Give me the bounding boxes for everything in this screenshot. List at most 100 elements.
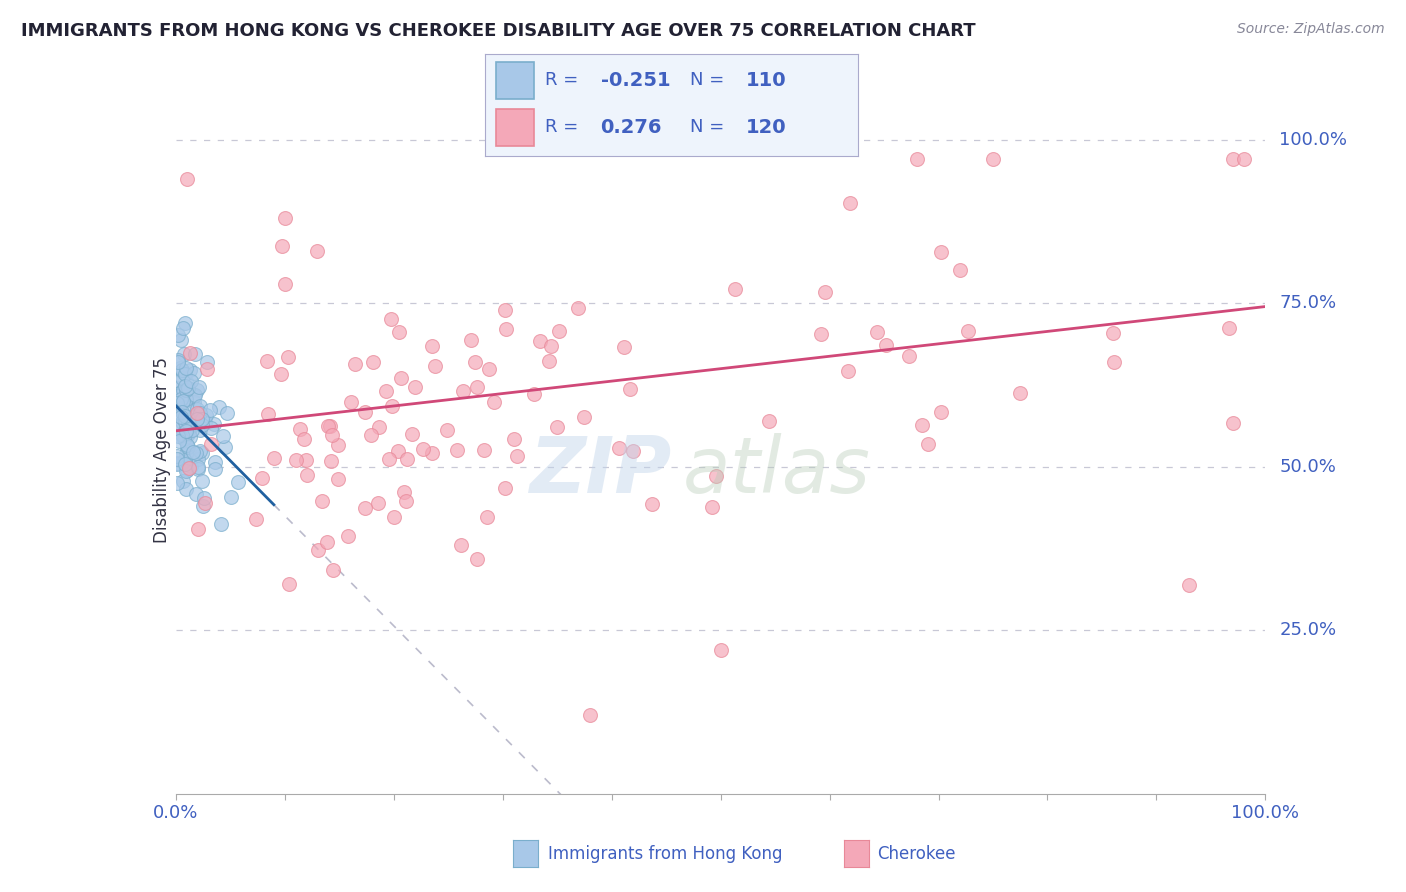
Point	[917, 437, 939, 451]
Point	[619, 382, 641, 396]
Point	[382, 510, 405, 524]
Point	[183, 395, 205, 409]
Point	[188, 399, 211, 413]
Point	[1218, 321, 1240, 335]
Point	[215, 407, 238, 421]
Point	[838, 195, 860, 210]
Point	[949, 262, 972, 277]
Point	[540, 339, 562, 353]
Point	[195, 362, 218, 376]
Point	[186, 446, 208, 460]
Point	[256, 353, 278, 368]
Point	[378, 451, 401, 466]
Point	[195, 355, 218, 369]
Point	[166, 476, 188, 491]
Point	[198, 402, 221, 417]
Point	[412, 442, 434, 457]
Point	[380, 312, 402, 326]
Point	[465, 380, 488, 394]
Point	[166, 395, 188, 409]
Point	[204, 462, 226, 476]
Point	[194, 409, 217, 423]
Point	[191, 412, 214, 426]
Text: R =: R =	[544, 71, 578, 89]
Point	[167, 328, 190, 343]
Point	[176, 441, 198, 455]
Point	[176, 438, 198, 452]
Point	[295, 453, 318, 467]
Point	[256, 407, 278, 421]
Point	[277, 350, 299, 364]
Point	[176, 392, 198, 406]
Point	[475, 510, 498, 524]
Point	[404, 380, 426, 394]
Point	[188, 380, 211, 394]
Point	[465, 551, 488, 566]
Point	[537, 353, 560, 368]
Point	[170, 410, 193, 425]
Point	[274, 277, 297, 291]
Point	[392, 485, 415, 500]
Text: N =: N =	[690, 71, 724, 89]
Point	[179, 430, 201, 444]
Point	[641, 497, 664, 511]
Point	[502, 432, 524, 446]
Point	[173, 379, 195, 393]
Point	[395, 451, 418, 466]
Point	[172, 321, 194, 335]
Point	[180, 458, 202, 473]
Point	[191, 445, 214, 459]
Point	[173, 453, 195, 467]
Point	[294, 433, 316, 447]
Point	[381, 400, 404, 414]
Point	[354, 405, 377, 419]
Point	[422, 338, 444, 352]
Point	[174, 447, 197, 461]
Point	[187, 522, 209, 536]
Point	[360, 428, 382, 442]
Point	[191, 475, 214, 489]
Point	[460, 333, 482, 347]
Point	[212, 429, 235, 443]
Point	[186, 402, 208, 417]
Point	[167, 429, 190, 443]
Point	[167, 355, 190, 369]
Point	[170, 392, 193, 406]
Point	[170, 363, 193, 377]
Point	[579, 708, 602, 723]
Point	[274, 211, 297, 226]
Point	[180, 374, 202, 388]
Point	[328, 472, 350, 486]
Point	[166, 381, 188, 395]
Text: 120: 120	[745, 118, 786, 136]
Point	[613, 340, 636, 354]
Text: -0.251: -0.251	[600, 70, 671, 90]
Point	[929, 405, 952, 419]
Point	[174, 401, 197, 415]
Point	[204, 455, 226, 469]
Point	[495, 321, 517, 335]
Point	[451, 384, 474, 399]
Point	[174, 465, 197, 479]
Bar	[496, 62, 533, 99]
Point	[166, 452, 188, 467]
Point	[710, 643, 733, 657]
Point	[166, 422, 188, 436]
Point	[474, 442, 496, 457]
Point	[208, 401, 231, 415]
Point	[420, 446, 443, 460]
Point	[367, 496, 389, 510]
Point	[166, 450, 188, 464]
Point	[169, 409, 191, 424]
Text: IMMIGRANTS FROM HONG KONG VS CHEROKEE DISABILITY AGE OVER 75 CORRELATION CHART: IMMIGRANTS FROM HONG KONG VS CHEROKEE DI…	[21, 22, 976, 40]
Point	[183, 367, 205, 381]
Point	[166, 373, 188, 387]
Point	[170, 415, 193, 429]
Point	[204, 417, 226, 431]
Point	[700, 500, 723, 514]
Point	[172, 474, 194, 488]
Point	[200, 437, 222, 451]
Point	[321, 427, 343, 442]
Point	[478, 361, 501, 376]
Text: N =: N =	[690, 119, 724, 136]
